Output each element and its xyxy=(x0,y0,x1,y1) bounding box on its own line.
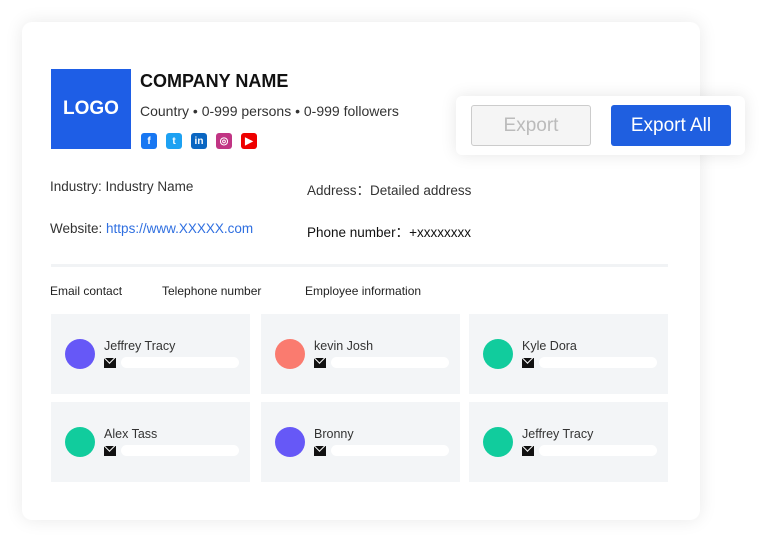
mail-icon xyxy=(314,358,326,368)
website-link[interactable]: https://www.XXXXX.com xyxy=(106,221,254,236)
avatar xyxy=(65,427,95,457)
industry: Industry: Industry Name xyxy=(50,179,193,194)
phone-value: +xxxxxxxx xyxy=(409,225,471,240)
contact-card[interactable]: kevin Josh xyxy=(261,314,460,394)
instagram-icon[interactable]: ◎ xyxy=(216,133,232,149)
tab-employee-information[interactable]: Employee information xyxy=(305,284,422,298)
contact-card[interactable]: Bronny xyxy=(261,402,460,482)
contact-card[interactable]: Kyle Dora xyxy=(469,314,668,394)
linkedin-icon[interactable]: in xyxy=(191,133,207,149)
mail-icon xyxy=(104,358,116,368)
export-all-button[interactable]: Export All xyxy=(611,105,731,146)
industry-value: Industry Name xyxy=(105,179,194,194)
social-links: f t in ◎ ▶ xyxy=(141,133,257,149)
phone-label: Phone number： xyxy=(307,225,410,240)
contact-card[interactable]: Jeffrey Tracy xyxy=(51,314,250,394)
website: Website: https://www.XXXXX.com xyxy=(50,221,253,236)
industry-label: Industry: xyxy=(50,179,102,194)
export-button[interactable]: Export xyxy=(471,105,591,146)
avatar xyxy=(483,427,513,457)
website-label: Website: xyxy=(50,221,103,236)
phone: Phone number：+xxxxxxxx xyxy=(307,221,471,241)
avatar xyxy=(275,339,305,369)
contact-name: Alex Tass xyxy=(104,427,158,441)
address: Address：Detailed address xyxy=(307,179,471,199)
email-placeholder xyxy=(121,357,239,368)
youtube-icon[interactable]: ▶ xyxy=(241,133,257,149)
mail-icon xyxy=(314,446,326,456)
tab-email-contact[interactable]: Email contact xyxy=(50,284,123,298)
email-placeholder xyxy=(331,445,449,456)
company-name: COMPANY NAME xyxy=(140,71,289,91)
email-placeholder xyxy=(121,445,239,456)
divider xyxy=(51,264,668,267)
contact-card[interactable]: Jeffrey Tracy xyxy=(469,402,668,482)
email-placeholder xyxy=(539,445,657,456)
contact-name: Jeffrey Tracy xyxy=(104,339,176,353)
export-panel: Export Export All xyxy=(456,96,745,155)
twitter-icon[interactable]: t xyxy=(166,133,182,149)
avatar xyxy=(65,339,95,369)
contact-name: Kyle Dora xyxy=(522,339,577,353)
mail-icon xyxy=(104,446,116,456)
tab-telephone-number[interactable]: Telephone number xyxy=(162,284,262,298)
avatar xyxy=(483,339,513,369)
contact-name: Jeffrey Tracy xyxy=(522,427,594,441)
facebook-icon[interactable]: f xyxy=(141,133,157,149)
address-value: Detailed address xyxy=(370,183,472,198)
company-logo: LOGO xyxy=(51,69,131,149)
mail-icon xyxy=(522,358,534,368)
email-placeholder xyxy=(331,357,449,368)
contact-card[interactable]: Alex Tass xyxy=(51,402,250,482)
contact-name: kevin Josh xyxy=(314,339,374,353)
address-label: Address： xyxy=(307,183,371,198)
company-meta: Country • 0-999 persons • 0-999 follower… xyxy=(140,103,399,119)
contact-name: Bronny xyxy=(314,427,354,441)
mail-icon xyxy=(522,446,534,456)
avatar xyxy=(275,427,305,457)
email-placeholder xyxy=(539,357,657,368)
